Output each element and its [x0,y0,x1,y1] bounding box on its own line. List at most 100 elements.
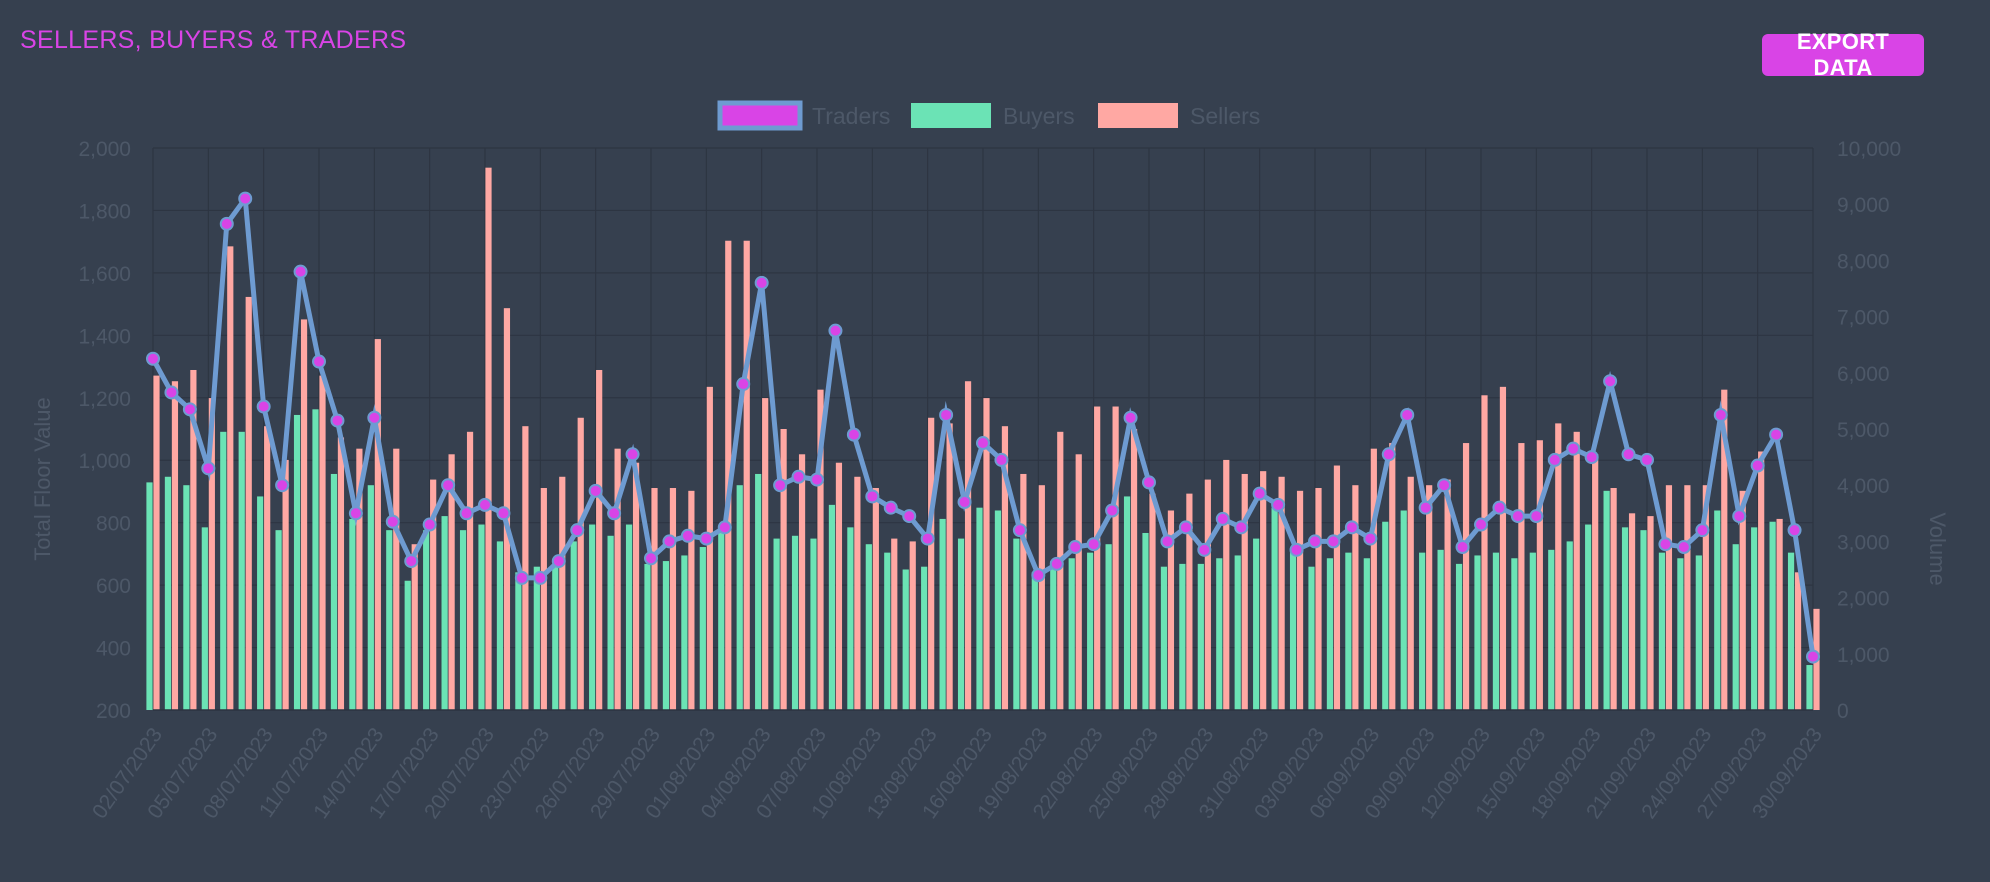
buyers-bar [1529,552,1536,710]
buyers-bar [1400,510,1407,710]
traders-point [312,354,326,369]
traders-point [1529,509,1544,524]
sellers-bar [983,398,990,710]
sellers-bar [725,240,732,711]
sellers-bar [448,454,455,710]
legend-traders-label: Traders [812,103,890,129]
sellers-bar [282,459,289,710]
buyers-bar [220,431,227,710]
sellers-bar [300,319,308,710]
sellers-bar [1684,485,1691,710]
sellers-bar [1315,488,1322,710]
traders-point [1068,540,1083,555]
traders-point [588,483,603,498]
buyers-bar [312,409,319,710]
y-tick-right: 7,000 [1837,307,1890,330]
sellers-bar [319,375,326,710]
buyers-bar [718,532,725,710]
sellers-bar [1352,485,1359,710]
traders-point [717,520,732,535]
legend-traders[interactable]: Traders [717,100,890,131]
sellers-bar [1794,572,1802,710]
traders-point [514,570,529,585]
y-tick-right: 9,000 [1837,194,1890,217]
buyers-bar [1769,521,1776,710]
traders-point [920,531,935,546]
traders-point [1271,497,1286,512]
buyers-bar [976,507,983,710]
buyers-bar [1419,552,1426,710]
traders-point [680,528,695,543]
buyers-bar [1068,558,1075,710]
buyers-bar [810,538,817,710]
buyers-bar [1308,566,1315,710]
buyers-bar [1603,490,1610,710]
buyers-bar [1271,507,1278,710]
buyers-bar [1492,552,1500,710]
y-tick-left: 400 [96,638,131,661]
buyers-bar [1216,558,1223,710]
export-data-button[interactable]: EXPORT DATA [1762,29,1924,80]
buyers-bar [755,473,762,710]
buyers-bar [1751,527,1758,710]
buyers-bar [662,561,670,710]
buyers-bar [1197,563,1204,710]
traders-point [644,551,658,566]
buyers-bar [1234,555,1241,710]
traders-point [1621,447,1636,462]
sellers-bar [430,479,437,710]
traders-point [182,402,197,417]
sellers-bar [190,369,197,710]
y-tick-right: 8,000 [1837,250,1890,273]
sellers-bar [1555,423,1562,710]
traders-point [1326,534,1341,549]
buyers-bar [404,580,411,710]
traders-point [1031,568,1046,583]
y-tick-left: 600 [96,575,131,598]
traders-point [957,495,972,510]
sellers-bar [798,454,806,710]
buyers-bar [1160,566,1168,710]
legend-buyers[interactable]: Buyers [911,103,1075,129]
traders-point [1381,447,1396,462]
legend-buyers-label: Buyers [1003,103,1075,129]
traders-point [459,506,474,521]
sellers-bar [1296,490,1304,710]
sellers-bar [854,476,861,710]
buyers-bar [773,538,780,710]
buyers-bar [1474,555,1481,710]
sellers-bar [1739,490,1746,710]
sellers-bar [1721,389,1728,710]
buyers-bar [1437,549,1444,710]
buyers-bar [238,431,245,710]
buyers-bar [293,414,301,710]
sellers-bar [1702,485,1709,710]
buyers-bar [625,524,633,710]
y-tick-left: 1,400 [78,325,131,348]
legend-sellers[interactable]: Sellers [1098,103,1260,129]
traders-line [146,191,1820,664]
traders-point [1732,509,1747,524]
traders-point [330,413,345,428]
y-tick-left: 2,000 [78,138,131,161]
buyers-bar [423,530,430,710]
sellers-bar [1499,386,1507,710]
buyers-bar [644,563,651,710]
traders-point [1787,523,1802,538]
traders-point [1455,540,1470,555]
traders-point [1123,410,1138,425]
traders-point [441,478,456,493]
sellers-bar [688,490,695,710]
buyers-bar [1695,555,1702,710]
traders-point [496,506,511,521]
buyers-bar [736,485,743,710]
buyers-bar [164,476,172,710]
buyers-bar [699,547,706,710]
sellers-bar [245,296,252,710]
y-axis-title-right: Volume [1925,512,1950,585]
chart-legend[interactable]: Traders Buyers Sellers [717,100,1260,131]
buyers-bar [1050,561,1057,710]
buyers-bar [1677,558,1684,710]
traders-point [238,191,253,206]
